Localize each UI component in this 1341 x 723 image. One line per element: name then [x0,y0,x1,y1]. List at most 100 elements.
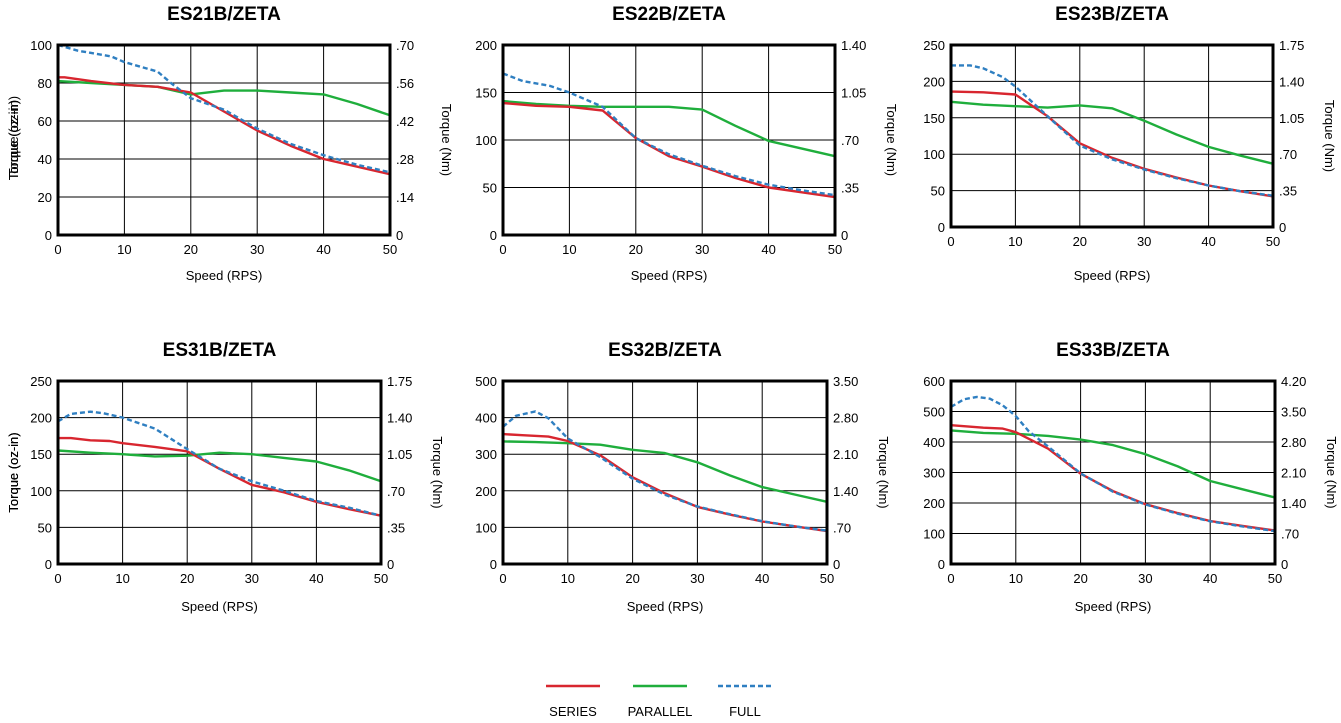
series-line-parallel [950,429,1276,499]
y-tick-label: 200 [475,38,497,53]
y-tick-label: 300 [923,466,945,481]
y2-axis-label: Torque (Nm) [876,436,891,508]
y-axis-label: Torque (oz-in) [6,432,21,512]
y-tick-label: 400 [923,435,945,450]
chart-title: ES33B/ZETA [1056,340,1170,361]
x-tick-label: 30 [250,242,264,257]
series-line-parallel [57,449,382,483]
plot-frame [949,379,1277,566]
y2-tick-label: 0 [833,557,840,572]
series-line-parallel [502,99,836,158]
y2-tick-label: 4.20 [1281,374,1306,389]
x-tick-label: 40 [1203,571,1217,586]
series-line-full [950,395,1276,533]
x-tick-label: 50 [1268,571,1282,586]
y-tick-label: 600 [923,374,945,389]
y2-tick-label: 3.50 [833,374,858,389]
y-axis-label: Torque (oz-in) [6,100,21,180]
y2-tick-label: 1.75 [387,374,412,389]
chart-title: ES21B/ZETA [167,4,281,25]
y-tick-label: 150 [30,447,52,462]
y-tick-label: 80 [38,76,52,91]
chart-title: ES32B/ZETA [608,340,722,361]
x-tick-label: 10 [561,571,575,586]
y-tick-label: 400 [475,411,497,426]
x-axis-label: Speed (RPS) [627,599,704,614]
y2-tick-label: .42 [396,114,414,129]
y2-tick-label: 2.80 [1281,435,1306,450]
y2-axis-label: Torque (Nm) [430,436,445,508]
y-tick-label: 100 [30,38,52,53]
x-tick-label: 40 [761,242,775,257]
x-tick-label: 20 [184,242,198,257]
y2-tick-label: 0 [841,228,848,243]
legend: SERIES PARALLEL FULL [546,684,772,719]
y-axis-label: Torque (oz-in) [6,432,21,512]
y-tick-label: 100 [923,527,945,542]
x-tick-label: 10 [1009,571,1023,586]
x-tick-label: 30 [1137,234,1151,249]
x-tick-label: 30 [690,571,704,586]
y2-tick-label: 0 [387,557,394,572]
x-axis-label: Speed (RPS) [186,268,263,283]
y2-tick-label: .70 [1279,147,1297,162]
y-tick-label: 60 [38,114,52,129]
y-tick-label: 100 [475,133,497,148]
series-line-series [58,76,391,176]
x-tick-label: 0 [54,242,61,257]
series-line-full [502,410,828,532]
y-tick-label: 150 [923,111,945,126]
x-axis-label: Speed (RPS) [1075,599,1152,614]
series-line-series [58,436,382,517]
y-tick-label: 50 [483,181,497,196]
y-tick-label: 0 [938,220,945,235]
y2-tick-label: 2.10 [1281,466,1306,481]
y-tick-label: 0 [45,228,52,243]
x-tick-label: 50 [820,571,834,586]
y2-tick-label: 1.40 [1281,496,1306,511]
y-tick-label: 100 [30,484,52,499]
series-line-full [57,410,382,517]
y2-axis-label: Torque (Nm) [1324,436,1339,508]
y2-tick-label: .35 [387,520,405,535]
y-tick-label: 200 [475,484,497,499]
y-tick-label: 500 [923,405,945,420]
x-tick-label: 50 [383,242,397,257]
x-axis-label: Speed (RPS) [631,268,708,283]
y2-tick-label: .28 [396,152,414,167]
legend-label-series: SERIES [549,704,597,719]
y-tick-label: 150 [475,86,497,101]
y-tick-label: 50 [931,184,945,199]
chart-title: ES22B/ZETA [612,4,726,25]
y-axis-label: Torque (oz-in) [6,432,21,512]
plot-frame [56,43,392,237]
x-tick-label: 20 [180,571,194,586]
y2-tick-label: 2.10 [833,447,858,462]
y2-tick-label: .70 [833,520,851,535]
y2-tick-label: 0 [396,228,403,243]
y2-tick-label: 3.50 [1281,405,1306,420]
x-tick-label: 0 [499,571,506,586]
y2-tick-label: .70 [1281,527,1299,542]
y-tick-label: 300 [475,447,497,462]
plot-frame [501,43,837,237]
y-tick-label: 0 [490,228,497,243]
y2-tick-label: 0 [1279,220,1286,235]
y2-tick-label: 1.40 [841,38,866,53]
series-line-series [502,432,828,533]
y2-tick-label: 1.40 [833,484,858,499]
y-axis-label: Torque (oz-in) [6,100,21,180]
x-tick-label: 20 [1073,234,1087,249]
x-tick-label: 10 [117,242,131,257]
x-tick-label: 10 [1008,234,1022,249]
y-tick-label: 250 [30,374,52,389]
y2-tick-label: .70 [396,38,414,53]
legend-label-parallel: PARALLEL [628,704,693,719]
x-tick-label: 20 [625,571,639,586]
y2-tick-label: 1.75 [1279,38,1304,53]
y2-tick-label: .35 [1279,184,1297,199]
